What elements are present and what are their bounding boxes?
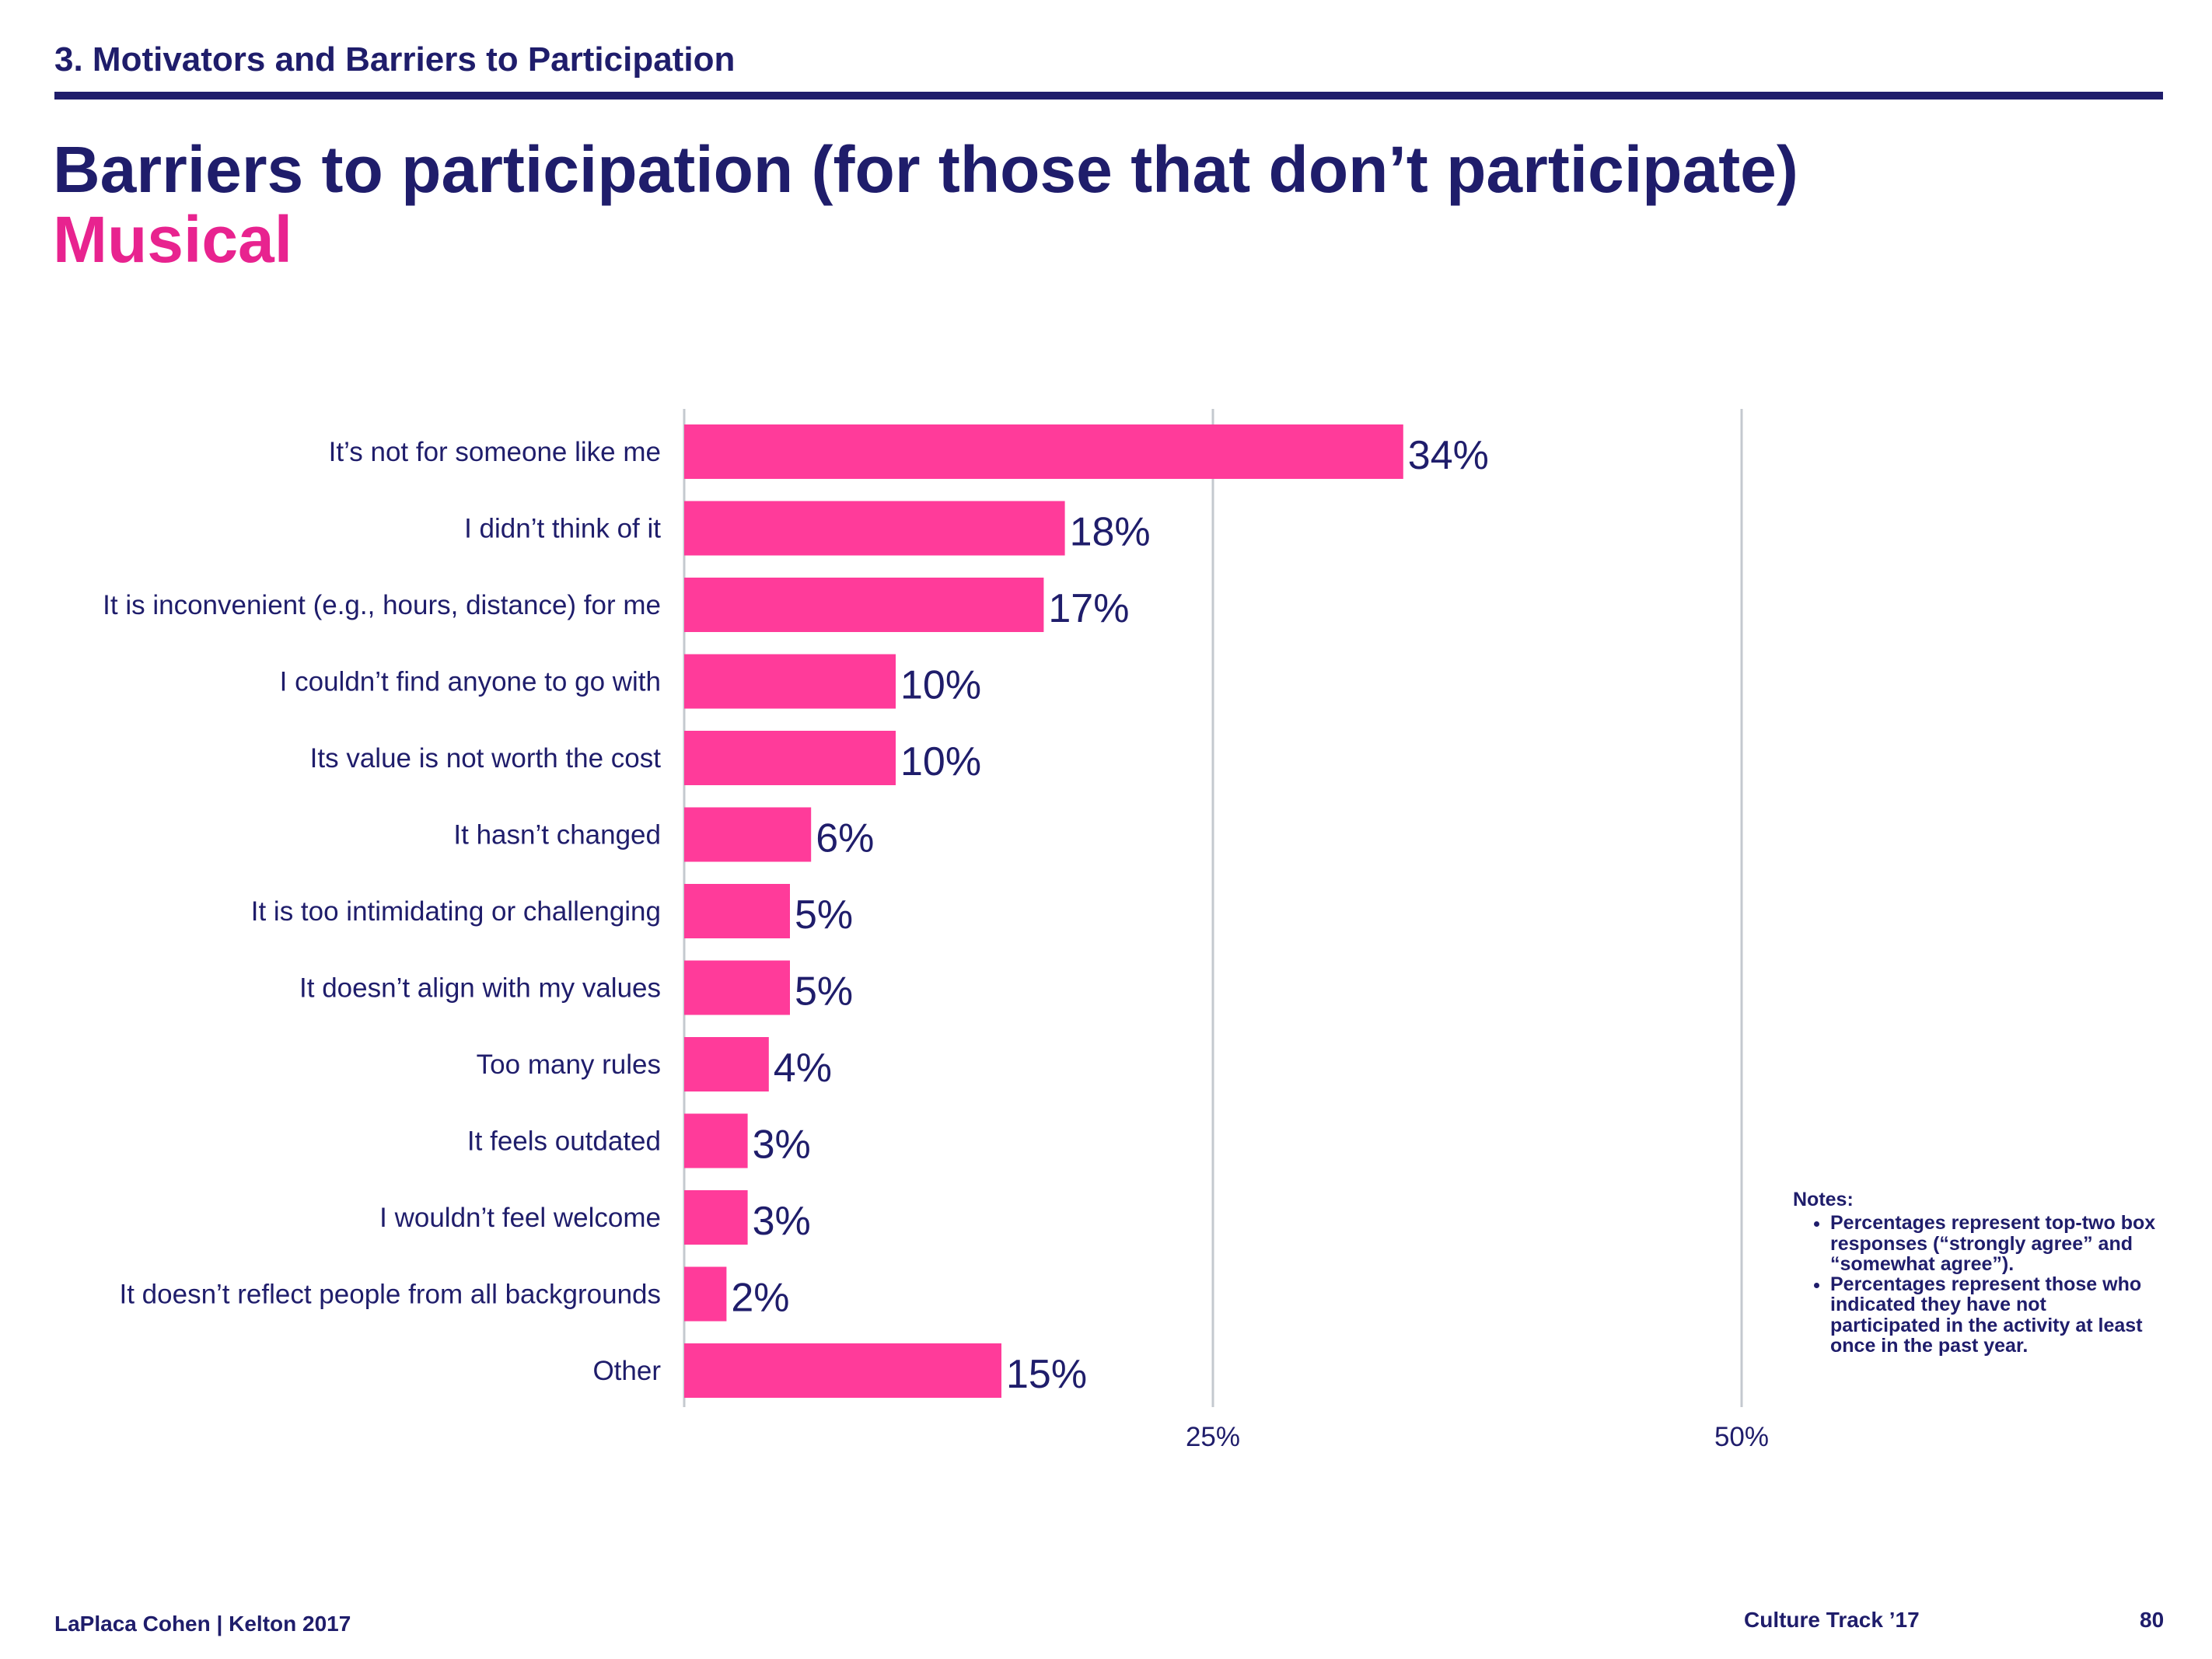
bar (684, 884, 790, 938)
bar (684, 1266, 727, 1322)
bar (684, 960, 790, 1015)
data-label: 34% (1408, 433, 1489, 478)
bar (684, 1037, 769, 1091)
bar (684, 1113, 748, 1168)
data-label: 10% (900, 739, 981, 784)
bar (684, 654, 896, 709)
footer-source: LaPlaca Cohen | Kelton 2017 (54, 1612, 351, 1636)
category-label: It’s not for someone like me (329, 437, 661, 467)
category-label: Its value is not worth the cost (310, 743, 662, 774)
data-label: 3% (753, 1123, 811, 1168)
category-label: I wouldn’t feel welcome (379, 1203, 661, 1233)
bar (684, 424, 1403, 479)
notes-title: Notes: (1793, 1189, 1854, 1210)
notes-box: Notes: Percentages represent top-two box… (1793, 1189, 2158, 1356)
bar (684, 731, 896, 785)
bar (684, 578, 1044, 632)
section-divider (54, 92, 2163, 100)
category-label: It doesn’t align with my values (299, 973, 661, 1004)
data-label: 10% (900, 663, 981, 708)
bar (684, 807, 812, 862)
x-tick-label: 50% (1714, 1422, 1769, 1452)
page-number: 80 (2140, 1608, 2165, 1632)
category-label: It doesn’t reflect people from all backg… (120, 1280, 662, 1310)
category-label: It is inconvenient (e.g., hours, distanc… (103, 590, 661, 620)
notes-list: Percentages represent top-two box respon… (1793, 1213, 2158, 1356)
chart-bars (684, 424, 1403, 1398)
category-label: I couldn’t find anyone to go with (280, 667, 661, 697)
data-label: 5% (795, 969, 853, 1015)
data-label: 18% (1070, 510, 1151, 555)
category-label: Too many rules (477, 1050, 661, 1080)
page-title: Barriers to participation (for those tha… (53, 133, 1798, 206)
category-label: It is too intimidating or challenging (251, 896, 661, 927)
category-label: I didn’t think of it (464, 514, 661, 544)
section-title: 3. Motivators and Barriers to Participat… (54, 40, 736, 79)
bar (684, 501, 1065, 556)
data-label: 17% (1048, 586, 1129, 631)
x-tick-label: 25% (1186, 1422, 1240, 1452)
note-item: Percentages represent those who indicate… (1830, 1274, 2158, 1356)
bar (684, 1190, 748, 1245)
barriers-bar-chart: 25% 50% It’s not for someone like me 34% I d… (103, 409, 1769, 1452)
chart-labels: 25% 50% It’s not for someone like me 34% I d… (103, 433, 1769, 1452)
page-subtitle: Musical (53, 203, 293, 276)
category-label: Other (592, 1356, 661, 1386)
note-item: Percentages represent top-two box respon… (1830, 1213, 2158, 1274)
data-label: 4% (774, 1046, 832, 1091)
bar (684, 1343, 1001, 1398)
data-label: 5% (795, 892, 853, 938)
data-label: 2% (731, 1276, 789, 1321)
category-label: It hasn’t changed (453, 820, 661, 850)
data-label: 3% (753, 1199, 811, 1244)
data-label: 15% (1006, 1352, 1087, 1397)
data-label: 6% (816, 816, 874, 861)
category-label: It feels outdated (467, 1126, 661, 1157)
footer-brand: Culture Track ’17 (1744, 1608, 1920, 1632)
